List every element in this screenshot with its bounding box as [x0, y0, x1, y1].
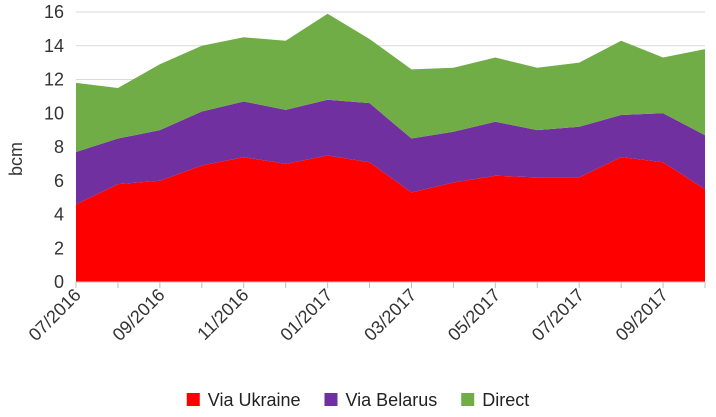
- legend-swatch: [461, 393, 475, 406]
- y-tick-label: 10: [44, 103, 64, 123]
- legend-item: Direct: [461, 390, 529, 410]
- y-tick-label: 12: [44, 70, 64, 90]
- area-direct: [76, 13, 705, 153]
- y-tick-label: 0: [54, 272, 64, 292]
- x-tick-label: 01/2017: [276, 285, 336, 345]
- y-tick-label: 6: [54, 171, 64, 191]
- x-tick-label: 03/2017: [360, 285, 420, 345]
- legend-item: Via Belarus: [324, 390, 437, 410]
- y-tick-label: 4: [54, 205, 64, 225]
- area-via-ukraine: [76, 155, 705, 282]
- legend-label: Via Belarus: [345, 390, 437, 410]
- area-series: [76, 13, 705, 282]
- legend-label: Direct: [482, 390, 529, 410]
- y-tick-label: 8: [54, 137, 64, 157]
- y-tick-label: 16: [44, 2, 64, 22]
- x-tick-label: 09/2017: [612, 285, 672, 345]
- legend-item: Via Ukraine: [186, 390, 301, 410]
- legend-label: Via Ukraine: [208, 390, 301, 410]
- x-tick-label: 05/2017: [444, 285, 504, 345]
- area-via-belarus: [76, 99, 705, 205]
- y-tick-label: 14: [44, 36, 64, 56]
- y-tick-label: 2: [54, 238, 64, 258]
- legend: Via Ukraine Via Belarus Direct: [186, 390, 529, 410]
- y-axis-title: bcm: [6, 142, 26, 176]
- x-tick-label: 07/2017: [528, 285, 588, 345]
- legend-swatch: [324, 393, 338, 406]
- x-tick-label: 11/2016: [193, 285, 252, 344]
- x-tick-label: 07/2016: [25, 285, 85, 345]
- x-tick-label: 09/2016: [109, 285, 169, 345]
- legend-swatch: [186, 393, 200, 406]
